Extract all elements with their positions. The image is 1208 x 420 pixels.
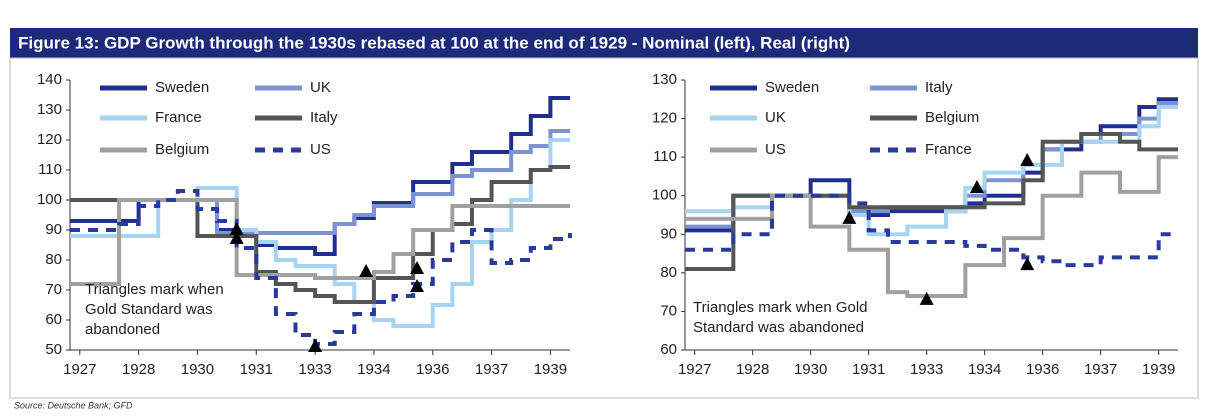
x-tick-label: 1934 [968,361,1001,378]
x-tick-label: 1933 [910,361,943,378]
legend-label: France [925,141,972,158]
legend-label: Belgium [925,109,979,126]
y-tick-label: 80 [45,251,62,268]
y-tick-label: 110 [653,148,677,165]
legend-label: France [155,109,202,126]
title: Figure 13: GDP Growth through the 1930s … [18,33,850,52]
gold-marker [969,180,984,193]
y-tick-label: 70 [45,281,62,298]
x-tick-label: 1936 [1026,361,1059,378]
y-tick-label: 80 [660,264,677,281]
y-tick-label: 110 [38,161,62,178]
x-tick-label: 1939 [1142,361,1175,378]
source: Source: Deutsche Bank; GFD [14,400,133,410]
gold-marker [410,279,425,292]
gold-marker [308,339,323,352]
legend-label: UK [765,109,786,126]
y-tick-label: 100 [652,187,677,204]
gold-marker [919,291,934,305]
legend-label: Italy [310,109,338,126]
legend-label: Sweden [155,79,209,96]
y-tick-label: 130 [37,101,62,118]
x-tick-label: 1936 [416,361,449,378]
frame [9,57,1199,399]
legend-label: UK [310,79,331,96]
x-tick-label: 1931 [852,361,885,378]
x-tick-label: 1928 [736,361,769,378]
y-tick-label: 50 [45,341,62,358]
y-tick-label: 130 [652,71,677,88]
series-line [70,165,570,304]
gold-marker [229,222,244,235]
annotation: abandoned [85,321,160,338]
y-tick-label: 120 [652,110,677,127]
series-line [70,198,570,286]
y-tick-label: 60 [660,341,677,358]
series-line [685,193,1178,268]
y-tick-label: 90 [45,221,62,238]
legend-label: US [765,141,786,158]
legend-label: Sweden [765,79,819,96]
x-tick-label: 1927 [63,361,96,378]
y-tick-label: 70 [660,302,677,319]
annotation: Standard was abandoned [693,319,864,336]
gold-marker [359,264,374,277]
y-tick-label: 100 [37,191,62,208]
gold-marker [229,231,244,244]
x-tick-label: 1937 [1084,361,1117,378]
x-tick-label: 1931 [240,361,273,378]
annotation: Gold Standard was [85,301,213,318]
gold-marker [410,261,425,274]
y-tick-label: 120 [37,131,62,148]
gold-marker [842,210,857,224]
x-tick-label: 1928 [122,361,155,378]
legend-label: Italy [925,79,953,96]
gold-marker [1020,153,1035,166]
x-tick-label: 1937 [475,361,508,378]
y-tick-label: 140 [37,71,62,88]
x-tick-label: 1927 [678,361,711,378]
x-tick-label: 1933 [298,361,331,378]
title-bar [10,28,1198,58]
y-tick-label: 90 [660,225,677,242]
gold-marker [1020,257,1035,271]
annotation: Triangles mark when [85,281,224,298]
legend-label: US [310,141,331,158]
series-line [685,155,1178,298]
x-tick-label: 1934 [357,361,390,378]
x-tick-label: 1930 [181,361,214,378]
annotation: Triangles mark when Gold [693,299,868,316]
x-tick-label: 1930 [794,361,827,378]
x-tick-label: 1939 [534,361,567,378]
y-tick-label: 60 [45,311,62,328]
legend-label: Belgium [155,141,209,158]
